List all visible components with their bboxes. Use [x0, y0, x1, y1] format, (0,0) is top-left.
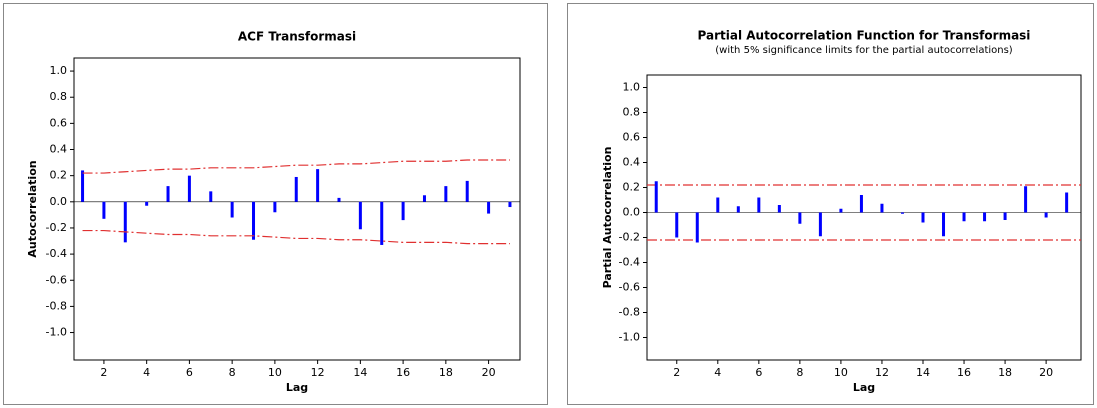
bar [695, 212, 699, 243]
y-axis-label: Autocorrelation [26, 160, 39, 257]
y-tick-label: 0.4 [623, 156, 641, 169]
bar [1003, 212, 1007, 220]
y-tick-label: 0.6 [623, 131, 641, 144]
bar [465, 180, 469, 202]
bar [654, 181, 658, 213]
x-tick-label: 4 [714, 366, 721, 379]
y-tick-label: 0.0 [50, 195, 68, 208]
bar [187, 175, 191, 202]
x-axis-label: Lag [286, 381, 308, 394]
x-tick-label: 12 [311, 366, 325, 379]
y-tick-label: -0.8 [46, 299, 67, 312]
y-tick-label: -0.4 [46, 247, 67, 260]
bar [962, 212, 966, 222]
bar [230, 201, 234, 218]
x-tick-label: 20 [1039, 366, 1053, 379]
bar [675, 212, 679, 238]
bar [337, 197, 341, 202]
x-tick-label: 20 [482, 366, 496, 379]
y-tick-label: -1.0 [619, 331, 640, 344]
bar [798, 212, 802, 224]
x-tick-label: 16 [396, 366, 410, 379]
bar [487, 201, 491, 214]
bar [859, 195, 863, 213]
y-axis-label: Partial Autocorrelation [601, 147, 614, 289]
bar [358, 201, 362, 230]
x-tick-label: 6 [186, 366, 193, 379]
bar [880, 203, 884, 213]
x-tick-label: 8 [796, 366, 803, 379]
y-tick-label: 0.8 [623, 106, 641, 119]
x-tick-label: 2 [100, 366, 107, 379]
y-tick-label: 0.2 [623, 181, 641, 194]
x-tick-label: 14 [916, 366, 930, 379]
y-tick-label: -1.0 [46, 326, 67, 339]
y-tick-label: -0.8 [619, 306, 640, 319]
chart-title: ACF Transformasi [238, 30, 356, 44]
significance-limit [82, 159, 510, 174]
chart-subtitle: (with 5% significance limits for the par… [715, 45, 1013, 56]
bar [444, 186, 448, 202]
y-tick-label: 1.0 [50, 64, 68, 77]
x-tick-label: 10 [268, 366, 282, 379]
x-tick-label: 10 [834, 366, 848, 379]
bar [273, 201, 277, 213]
bar [380, 201, 384, 245]
x-tick-label: 12 [875, 366, 889, 379]
bar [145, 201, 149, 206]
y-tick-label: -0.6 [619, 281, 640, 294]
bar [316, 169, 320, 202]
bar [716, 197, 720, 213]
x-axis-label: Lag [853, 381, 875, 394]
significance-limit [82, 229, 510, 245]
bar [401, 201, 405, 221]
bar [1024, 186, 1028, 213]
y-tick-label: 0.8 [50, 90, 68, 103]
bar [123, 201, 127, 243]
bar [900, 212, 904, 214]
x-tick-label: 2 [673, 366, 680, 379]
y-tick-label: 1.0 [623, 81, 641, 94]
chart-title: Partial Autocorrelation Function for Tra… [698, 29, 1031, 43]
x-tick-label: 8 [229, 366, 236, 379]
bar [102, 201, 106, 219]
bar [839, 208, 843, 213]
y-tick-label: 0.4 [50, 143, 68, 156]
bar [508, 201, 512, 208]
bar [209, 191, 213, 202]
y-tick-label: 0.2 [50, 169, 68, 182]
bar [983, 212, 987, 222]
plot-area [73, 57, 521, 361]
y-tick-label: -0.2 [46, 221, 67, 234]
bar [777, 205, 781, 213]
x-tick-label: 18 [439, 366, 453, 379]
y-tick-label: -0.2 [619, 231, 640, 244]
bar [1044, 212, 1048, 218]
bar [1065, 192, 1069, 213]
y-tick-label: 0.6 [50, 116, 68, 129]
plot-area [646, 74, 1082, 361]
y-tick-label: -0.4 [619, 256, 640, 269]
bar [818, 212, 822, 237]
x-tick-label: 6 [755, 366, 762, 379]
bar [921, 212, 925, 223]
x-tick-label: 14 [353, 366, 367, 379]
bar [736, 206, 740, 213]
y-tick-label: -0.6 [46, 273, 67, 286]
bar [422, 195, 426, 202]
x-tick-label: 18 [998, 366, 1012, 379]
bar [294, 176, 298, 202]
bar [942, 212, 946, 237]
bar [252, 201, 256, 240]
bar [757, 197, 761, 213]
y-tick-label: 0.0 [623, 206, 641, 219]
x-tick-label: 16 [957, 366, 971, 379]
x-tick-label: 4 [143, 366, 150, 379]
bar [81, 170, 85, 202]
bar [166, 186, 170, 202]
